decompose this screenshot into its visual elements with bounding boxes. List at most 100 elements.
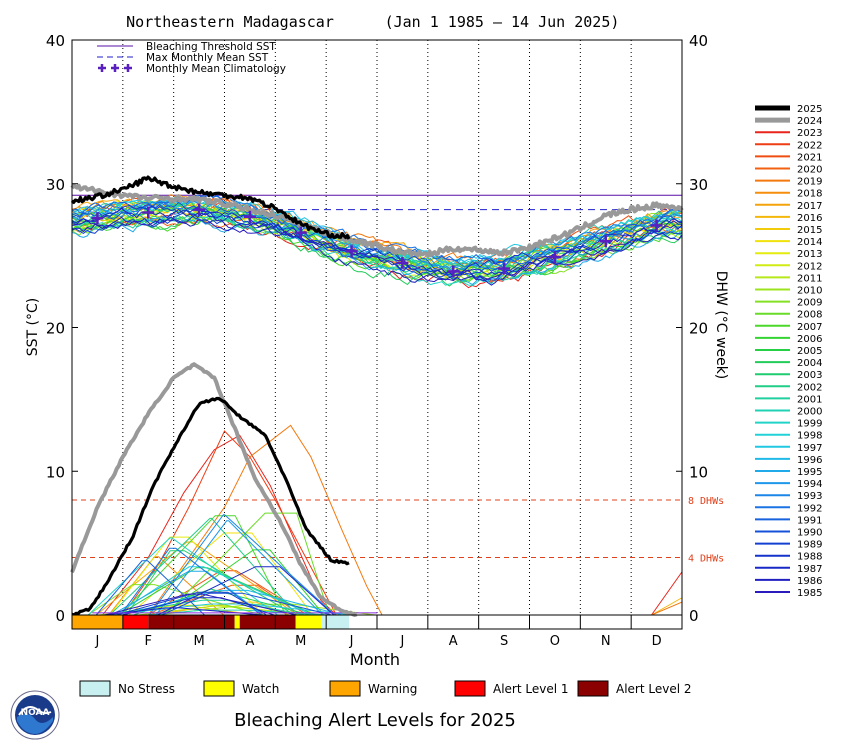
y-tick-label-right: 20 [689,320,708,338]
dhw-line-2025 [71,396,350,617]
year-legend-label: 2021 [797,152,822,163]
dhw-line-late [651,601,683,616]
dhw-reference-label: 4 DHWs [688,554,724,565]
month-label: F [145,634,152,649]
dhw-line-1987 [157,566,335,616]
dhw-line-1990 [161,592,332,616]
year-legend-label: 2022 [797,140,822,151]
alert-segment-watch [234,615,240,629]
y-axis-left: 0 10 20 30 40 [46,32,78,625]
year-legend-label: 1992 [797,503,822,514]
chart-title-region: Northeastern Madagascar [126,13,334,31]
dhw-line-1988 [121,597,275,616]
year-legend-label: 2004 [797,358,822,369]
dhw-line-2008 [164,512,330,616]
year-legend-label: 2018 [797,189,822,200]
year-legend-label: 1993 [797,491,822,502]
y-axis-left-label: SST (°C) [25,298,41,356]
dhw-line-1986 [104,607,263,616]
month-label: J [349,634,354,649]
y-tick-label: 10 [46,463,65,481]
dhw-line-late [651,571,683,616]
dhw-line-2019 [147,424,383,616]
year-legend-label: 2008 [797,310,822,321]
sst-line-1986 [71,216,683,286]
year-legend-label: 1988 [797,552,822,563]
sst-line-1987 [71,207,683,278]
year-legend-label: 2006 [797,334,822,345]
y-axis-right-label: DHW (°C week) [713,271,729,380]
alert-legend-label-watch: Watch [242,682,279,696]
year-legend-label: 2020 [797,165,822,176]
alert-legend-swatch-nostress [79,680,111,697]
dhw-line-1985 [105,593,297,616]
month-label: M [295,634,306,649]
y-tick-label-right: 30 [689,176,708,194]
year-legend-label: 1998 [797,431,822,442]
alert-level-bar [71,614,683,630]
year-legend-label: 2024 [797,116,822,127]
max-mean-legend-label: Max Monthly Mean SST [146,52,269,64]
year-legend-label: 2011 [797,273,822,284]
dhw-line-1992 [120,547,262,616]
chart-title-period: (Jan 1 1985 – 14 Jun 2025) [385,13,620,31]
dhw-reference-label: 8 DHWs [688,496,724,507]
dhw-line-2022 [122,430,337,616]
dhw-line-2011 [137,605,306,616]
dhw-line-1996 [122,589,343,616]
sst-line-2004 [71,216,683,287]
sst-line-2008 [71,204,683,270]
year-legend-label: 2009 [797,298,822,309]
year-legend-label: 2012 [797,261,822,272]
y-tick-label: 30 [46,176,65,194]
y-tick-label-right: 10 [689,463,708,481]
year-legend-label: 2016 [797,213,822,224]
year-legend-label: 1999 [797,419,822,430]
dhw-line-2002 [109,517,298,616]
climatology-legend-label: Monthly Mean Climatology [146,63,286,75]
alert-legend-swatch-alert1 [454,680,486,697]
noaa-logo-text: NOAA [21,708,50,718]
alert-legend-swatch-warning [329,680,361,697]
month-label: S [500,634,508,649]
dhw-line-1993 [148,514,336,616]
alert-segment-watch [295,615,322,629]
y-tick-label-right: 40 [689,32,708,50]
alert-level-legend: No Stress Watch Warning Alert Level 1 Alert … [79,680,692,697]
month-label: D [652,634,662,649]
dhw-line-late [651,597,683,616]
alert-legend-label-alert1: Alert Level 1 [493,682,569,696]
year-legend-label: 2005 [797,346,822,357]
dhw-line-1994 [155,520,323,616]
month-label: J [94,634,99,649]
sst-line-2024 [70,183,684,258]
year-legend-label: 1996 [797,455,822,466]
year-legend-label: 2017 [797,201,822,212]
alert-segment-alert2 [239,615,296,629]
dhw-line-2005 [118,567,316,616]
dhw-line-2024 [70,362,358,617]
year-legend-label: 1989 [797,540,822,551]
sst-line-1985 [71,212,683,283]
monthly-climatology-markers [91,203,663,278]
year-legend-label: 1995 [797,467,822,478]
year-legend-label: 1991 [797,515,822,526]
alert-legend-label-warning: Warning [368,682,417,696]
highlight-series [70,175,684,617]
sst-line-2025 [70,175,351,240]
year-legend-label: 2003 [797,370,822,381]
year-legend-label: 2014 [797,237,822,248]
alert-legend-swatch-watch [203,680,235,697]
year-legend-label: 2002 [797,382,822,393]
year-legend-label: 1987 [797,564,822,575]
climatology-legend-markers [98,64,132,72]
alert-legend-label-alert2: Alert Level 2 [616,682,692,696]
year-legend-label: 2013 [797,249,822,260]
noaa-logo: NOAA [10,690,60,740]
year-legend-label: 1994 [797,479,822,490]
year-legend-label: 1986 [797,576,822,587]
year-legend-label: 1985 [797,588,822,599]
year-legend-label: 2025 [797,104,822,115]
